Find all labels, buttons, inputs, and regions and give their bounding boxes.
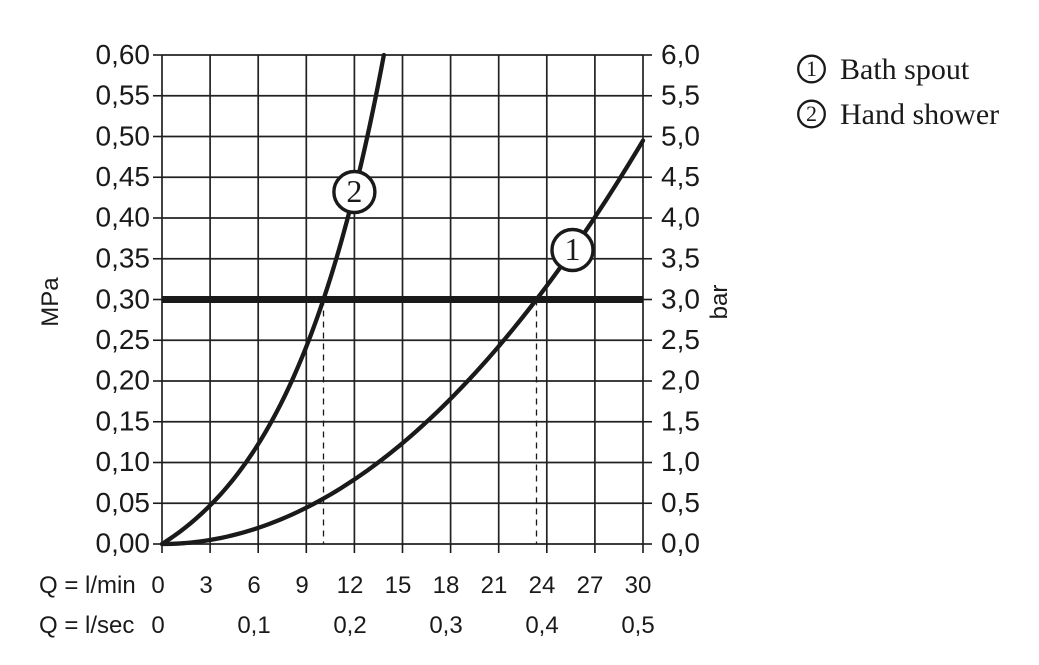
svg-text:0,4: 0,4 bbox=[525, 612, 558, 639]
svg-text:2: 2 bbox=[806, 101, 817, 126]
svg-text:2: 2 bbox=[346, 173, 362, 209]
svg-text:0,5: 0,5 bbox=[661, 487, 700, 518]
svg-text:5,0: 5,0 bbox=[661, 121, 700, 152]
svg-text:1,5: 1,5 bbox=[661, 406, 700, 437]
svg-text:0,20: 0,20 bbox=[96, 365, 151, 396]
svg-text:4,5: 4,5 bbox=[661, 161, 700, 192]
svg-text:0,45: 0,45 bbox=[96, 161, 151, 192]
svg-text:1: 1 bbox=[806, 56, 817, 81]
svg-text:2,0: 2,0 bbox=[661, 365, 700, 396]
svg-text:0,60: 0,60 bbox=[96, 39, 151, 70]
svg-text:Q = l/sec: Q = l/sec bbox=[39, 612, 134, 639]
svg-text:0,2: 0,2 bbox=[333, 612, 366, 639]
svg-text:1,0: 1,0 bbox=[661, 446, 700, 477]
svg-text:0: 0 bbox=[151, 612, 164, 639]
svg-text:0,3: 0,3 bbox=[429, 612, 462, 639]
svg-text:MPa: MPa bbox=[37, 277, 64, 327]
svg-text:1: 1 bbox=[565, 231, 581, 267]
svg-text:Q = l/min: Q = l/min bbox=[39, 572, 136, 599]
svg-text:Hand shower: Hand shower bbox=[840, 98, 999, 131]
svg-text:30: 30 bbox=[625, 572, 652, 599]
svg-text:24: 24 bbox=[529, 572, 556, 599]
svg-text:0,30: 0,30 bbox=[96, 284, 151, 315]
svg-text:15: 15 bbox=[385, 572, 412, 599]
svg-text:4,0: 4,0 bbox=[661, 202, 700, 233]
svg-text:6: 6 bbox=[247, 572, 260, 599]
svg-text:0,15: 0,15 bbox=[96, 406, 151, 437]
svg-text:2,5: 2,5 bbox=[661, 324, 700, 355]
svg-text:0,0: 0,0 bbox=[661, 528, 700, 559]
svg-text:Bath spout: Bath spout bbox=[840, 53, 970, 86]
svg-text:27: 27 bbox=[577, 572, 604, 599]
svg-text:5,5: 5,5 bbox=[661, 80, 700, 111]
svg-text:0,5: 0,5 bbox=[621, 612, 654, 639]
svg-text:bar: bar bbox=[706, 285, 733, 320]
svg-text:0,35: 0,35 bbox=[96, 243, 151, 274]
svg-text:12: 12 bbox=[337, 572, 364, 599]
svg-text:3,5: 3,5 bbox=[661, 243, 700, 274]
svg-text:0,50: 0,50 bbox=[96, 121, 151, 152]
svg-text:0,55: 0,55 bbox=[96, 80, 151, 111]
svg-text:3: 3 bbox=[199, 572, 212, 599]
svg-text:0,00: 0,00 bbox=[96, 528, 151, 559]
svg-text:0: 0 bbox=[151, 572, 164, 599]
svg-text:0,40: 0,40 bbox=[96, 202, 151, 233]
svg-text:9: 9 bbox=[295, 572, 308, 599]
svg-text:0,05: 0,05 bbox=[96, 487, 151, 518]
svg-text:0,10: 0,10 bbox=[96, 446, 151, 477]
svg-text:21: 21 bbox=[481, 572, 508, 599]
svg-text:3,0: 3,0 bbox=[661, 284, 700, 315]
svg-text:6,0: 6,0 bbox=[661, 39, 700, 70]
svg-text:18: 18 bbox=[433, 572, 460, 599]
svg-text:0,1: 0,1 bbox=[237, 612, 270, 639]
svg-text:0,25: 0,25 bbox=[96, 324, 151, 355]
